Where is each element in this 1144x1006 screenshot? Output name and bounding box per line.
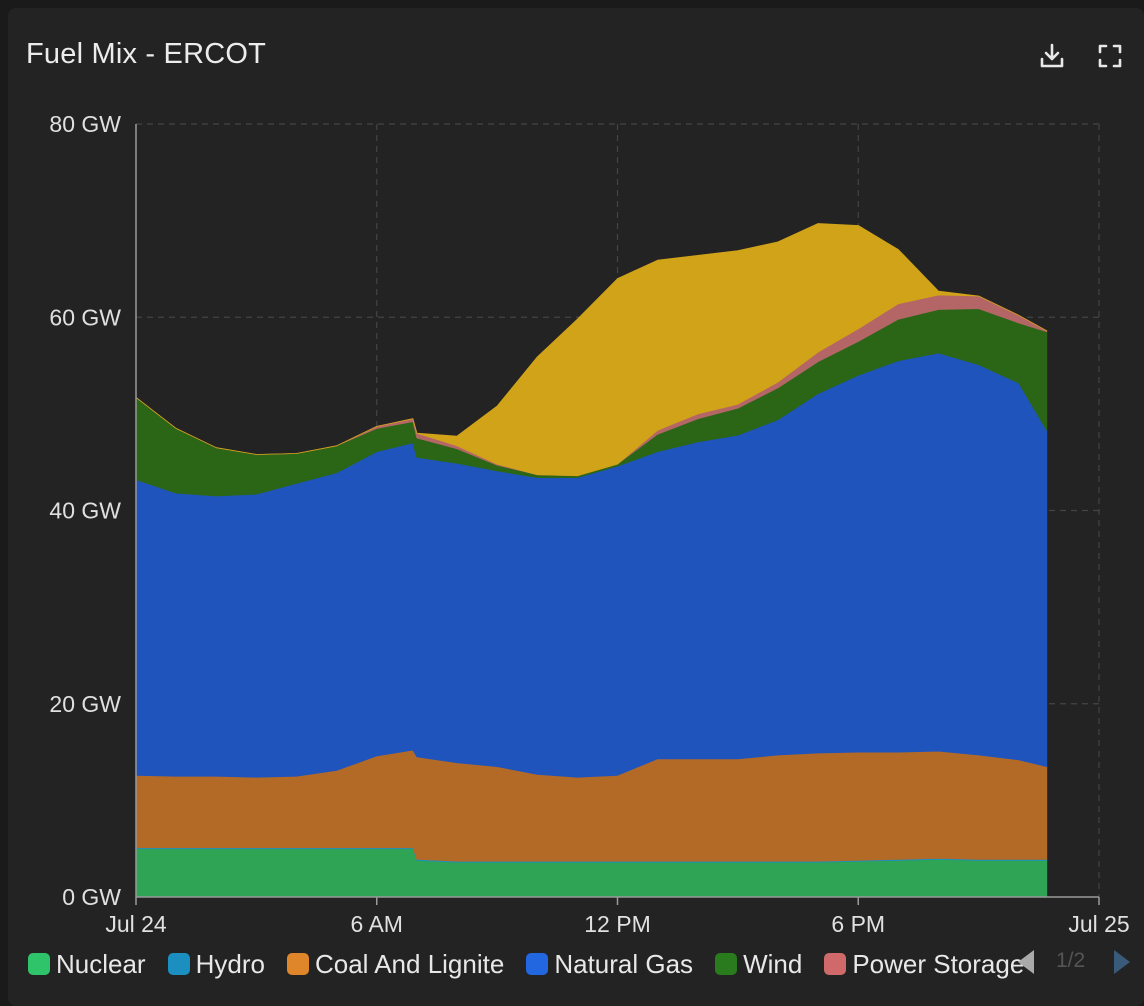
legend-swatch	[715, 953, 738, 975]
legend-label: Wind	[743, 948, 803, 979]
y-tick-label: 40 GW	[49, 498, 121, 524]
legend-swatch	[286, 953, 309, 975]
legend-pager: 1/2	[1014, 946, 1134, 978]
download-button[interactable]	[1036, 40, 1068, 72]
legend-item-coal-and-lignite[interactable]: Coal And Lignite	[286, 948, 505, 980]
legend-label: Nuclear	[56, 948, 146, 979]
x-tick-label: 6 AM	[351, 911, 403, 937]
legend-item-nuclear[interactable]: Nuclear	[28, 949, 146, 980]
x-tick-label: 12 PM	[584, 911, 650, 937]
x-tick-label: 6 PM	[831, 911, 885, 937]
legend-prev-icon[interactable]	[1014, 948, 1040, 976]
y-tick-label: 20 GW	[49, 691, 121, 717]
legend-next-icon[interactable]	[1108, 948, 1134, 976]
x-tick-label: Jul 24	[105, 911, 167, 937]
chart-title: Fuel Mix - ERCOT	[26, 38, 267, 70]
fullscreen-button[interactable]	[1094, 40, 1126, 72]
legend-page-indicator: 1/2	[1056, 949, 1086, 972]
legend-label: Natural Gas	[554, 948, 694, 979]
legend-swatch	[28, 953, 50, 975]
area-series-solar	[135, 223, 1048, 477]
y-tick-label: 80 GW	[49, 111, 121, 137]
legend-item-hydro[interactable]: Hydro	[167, 948, 265, 980]
download-icon	[1040, 43, 1064, 68]
legend-label: Coal And Lignite	[314, 948, 505, 979]
legend-swatch	[824, 953, 847, 975]
legend: Nuclear Hydro Coal And Lignite Natural G…	[28, 944, 1028, 984]
legend-item-wind[interactable]: Wind	[715, 949, 802, 980]
y-tick-label: 60 GW	[49, 304, 121, 330]
fullscreen-icon	[1098, 44, 1122, 68]
legend-item-natural-gas[interactable]: Natural Gas	[526, 949, 693, 980]
legend-swatch	[526, 953, 549, 975]
legend-label: Power Storage	[852, 948, 1025, 979]
x-tick-label: Jul 25	[1068, 911, 1129, 937]
y-tick-label: 0 GW	[62, 884, 121, 910]
legend-label: Hydro	[195, 948, 265, 979]
legend-swatch	[167, 953, 190, 975]
legend-item-power-storage[interactable]: Power Storage	[824, 949, 1024, 980]
